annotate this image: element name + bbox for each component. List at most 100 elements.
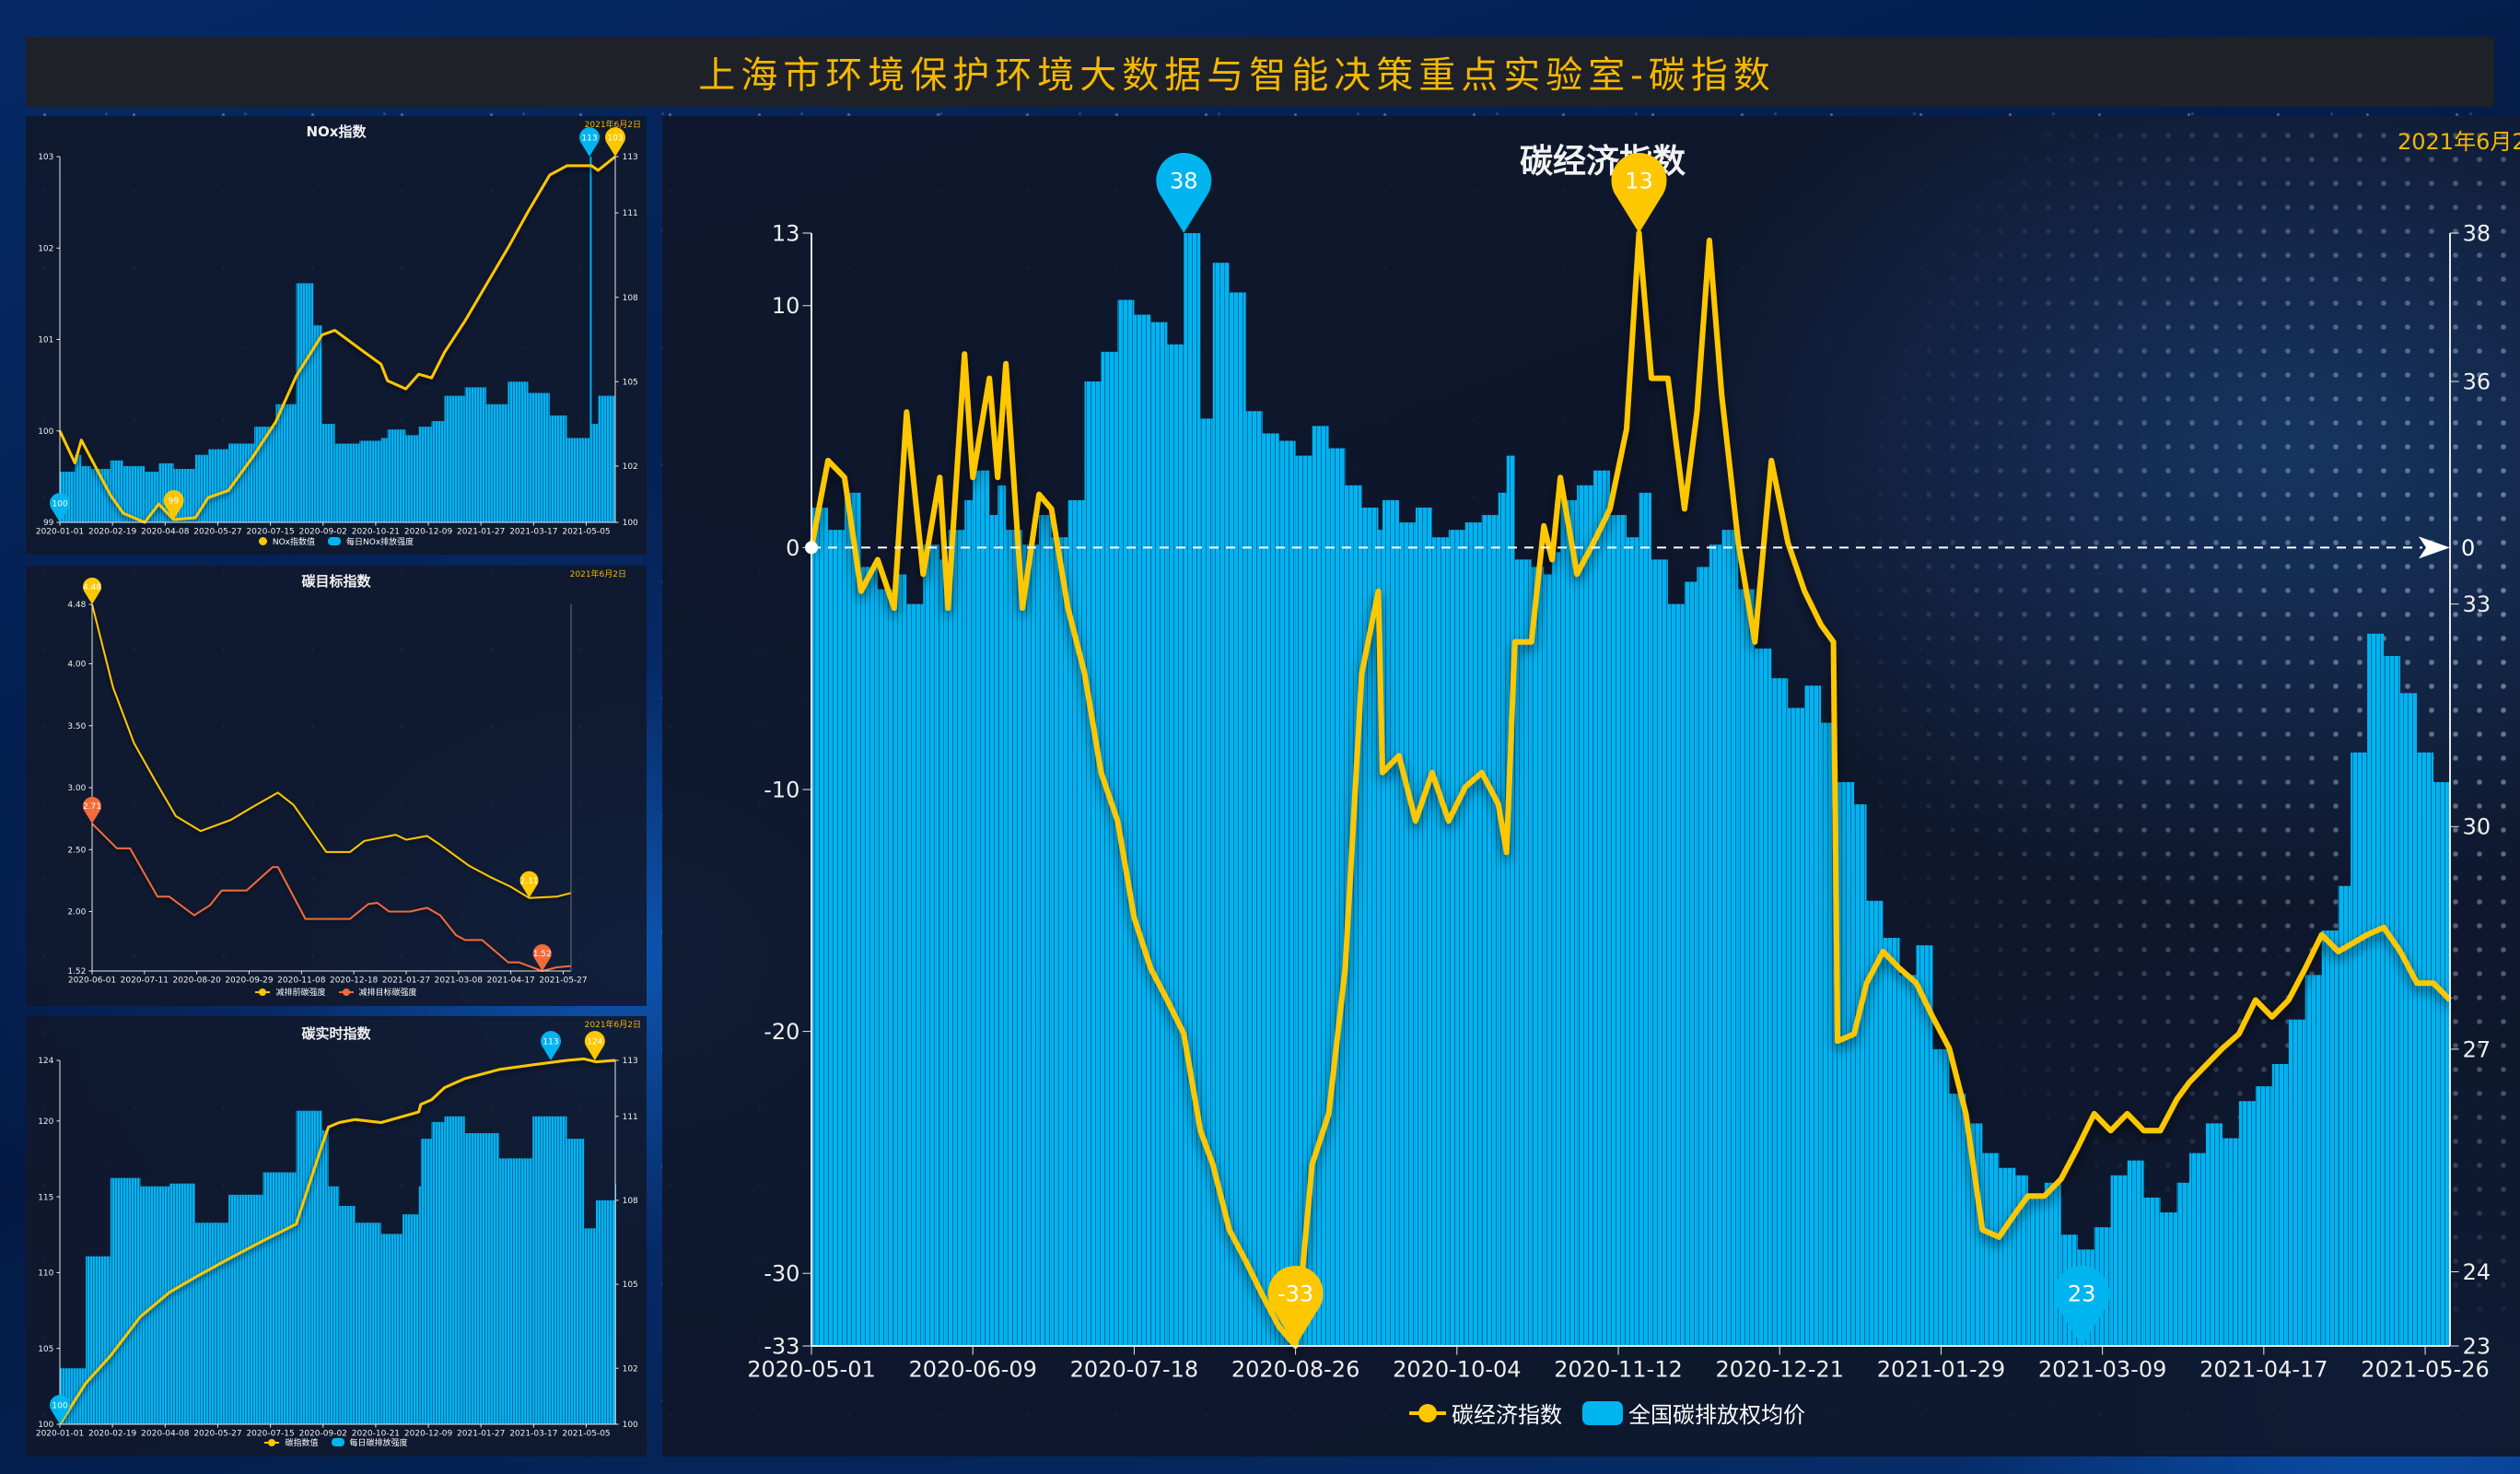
marker-pin-label: 2.71 [83, 802, 101, 812]
bar [508, 381, 529, 522]
bar [1498, 492, 1507, 1346]
marker-pin-label: 1.52 [533, 950, 552, 959]
y-tick-label-right: 38 [2463, 220, 2491, 246]
bar [1278, 440, 1296, 1346]
bar [464, 1133, 500, 1424]
x-tick-label: 2020-04-08 [141, 528, 190, 537]
date-label: 2021年6月2日 [584, 1021, 641, 1030]
y-tick-label-right: 27 [2463, 1036, 2491, 1062]
marker-pin-icon [82, 578, 102, 604]
y-tick-label-right: 100 [623, 519, 638, 528]
bar [1639, 492, 1651, 1346]
marker-pin-icon [50, 1395, 70, 1424]
x-tick-label: 2021-05-27 [539, 977, 587, 986]
y-tick-label: -30 [764, 1261, 799, 1287]
bar [169, 1183, 195, 1424]
series-line [58, 1057, 616, 1425]
x-tick-label: 2020-05-27 [193, 528, 241, 537]
bar [1684, 581, 1698, 1346]
y-tick-label: 102 [38, 244, 53, 253]
bar [532, 1116, 567, 1424]
bar [405, 435, 419, 522]
x-tick-label: 2021-05-05 [562, 528, 610, 537]
legend-item-line[interactable]: NOx指数值 [258, 535, 315, 547]
legend-item-line[interactable]: 碳经济指数 [1409, 1397, 1562, 1429]
nox-chart[interactable]: 99 100 101 102 103 100 102 105 108 111 113 2020-01-… [26, 116, 647, 555]
y-tick-label: 100 [38, 1421, 53, 1430]
x-tick-label: 2020-08-26 [1231, 1357, 1359, 1383]
bar [2110, 1175, 2128, 1346]
marker-pin-icon [541, 1031, 562, 1060]
bar [1966, 1123, 1983, 1346]
bar [1431, 537, 1449, 1346]
marker-pin-icon [1156, 152, 1212, 233]
bar [1150, 322, 1168, 1346]
bar [973, 470, 990, 1346]
bar [431, 1121, 445, 1424]
y-tick-label-right: 111 [623, 209, 638, 218]
bar [2255, 1086, 2272, 1346]
bar [387, 429, 406, 522]
bar [418, 1186, 421, 1424]
bar [2027, 1197, 2045, 1346]
bar [2384, 656, 2401, 1346]
carbon-realtime-chart[interactable]: 100 105 110 115 120 124 100 102 105 108 111 113 2020… [26, 1016, 647, 1456]
legend-item-before[interactable]: 减排前碳强度 [255, 986, 326, 998]
legend-item-line[interactable]: 碳指数值 [264, 1436, 319, 1448]
x-tick-label: 2021-03-17 [509, 528, 557, 537]
x-tick-label: 2021-03-08 [435, 977, 484, 986]
bar [2222, 1138, 2239, 1346]
y-tick-label: 124 [38, 1057, 53, 1066]
bar [948, 530, 965, 1346]
legend-item-bar[interactable]: 全国碳排放权均价 [1582, 1397, 1805, 1429]
marker-pin-label: 124 [587, 1037, 602, 1047]
y-tick-label: 99 [43, 519, 54, 528]
carbon-target-chart[interactable]: 1.52 2.00 2.50 3.00 3.50 4.00 4.48 2020-06-01 20… [26, 566, 647, 1006]
marker-pin-icon [584, 1031, 605, 1060]
bar [2176, 1182, 2189, 1346]
y-tick-label: 2.00 [67, 908, 86, 918]
bar [1448, 530, 1465, 1346]
y-tick-label-right: 108 [623, 294, 638, 303]
bar [584, 1228, 597, 1424]
chart-title: 碳目标指数 [301, 573, 371, 590]
bar [321, 1129, 329, 1424]
bar [254, 427, 276, 522]
bar [989, 515, 998, 1346]
bar [2400, 693, 2418, 1346]
date-label: 2021年6月2日 [2398, 129, 2520, 155]
bar [2015, 1175, 2028, 1346]
bar [1883, 938, 1900, 1346]
legend-item-bar[interactable]: 每日NOx排放强度 [328, 535, 414, 547]
bar [1651, 559, 1668, 1346]
bar [1481, 515, 1499, 1346]
bar [2143, 1197, 2161, 1346]
y-tick-label: 4.48 [67, 601, 86, 610]
bar [591, 424, 599, 522]
bar [2417, 752, 2434, 1346]
bar [328, 1186, 340, 1424]
legend-item-bar[interactable]: 每日碳排放强度 [331, 1436, 408, 1448]
marker-pin-label: 23 [2068, 1281, 2096, 1307]
bar [2288, 1019, 2305, 1346]
y-tick-label: 101 [38, 336, 53, 345]
marker-pin-icon [163, 490, 184, 521]
bar [893, 574, 907, 1346]
header-bar: 上海市环境保护环境大数据与智能决策重点实验室-碳指数 [26, 37, 2494, 107]
bar [1667, 603, 1685, 1346]
legend-line-icon [338, 988, 354, 996]
bar [1999, 1167, 2016, 1346]
bar [334, 443, 360, 522]
y-tick-label: 1.52 [67, 967, 86, 977]
series-line [91, 603, 572, 899]
y-tick-label: 13 [772, 220, 800, 246]
carbon-economy-chart[interactable]: 13 10 0 -10 -20 -30 -33 38 36 33 30 27 24 23 2020-05-0… [662, 116, 2520, 1456]
x-tick-label: 2021-04-17 [2199, 1357, 2328, 1383]
bar [1051, 537, 1068, 1346]
bar [90, 468, 111, 522]
x-tick-label: 2020-12-09 [404, 1430, 453, 1439]
legend-item-target[interactable]: 减排目标碳强度 [338, 986, 417, 998]
bar [85, 1256, 111, 1424]
marker-pin-icon [605, 127, 626, 157]
x-tick-label: 2020-02-19 [88, 528, 137, 537]
